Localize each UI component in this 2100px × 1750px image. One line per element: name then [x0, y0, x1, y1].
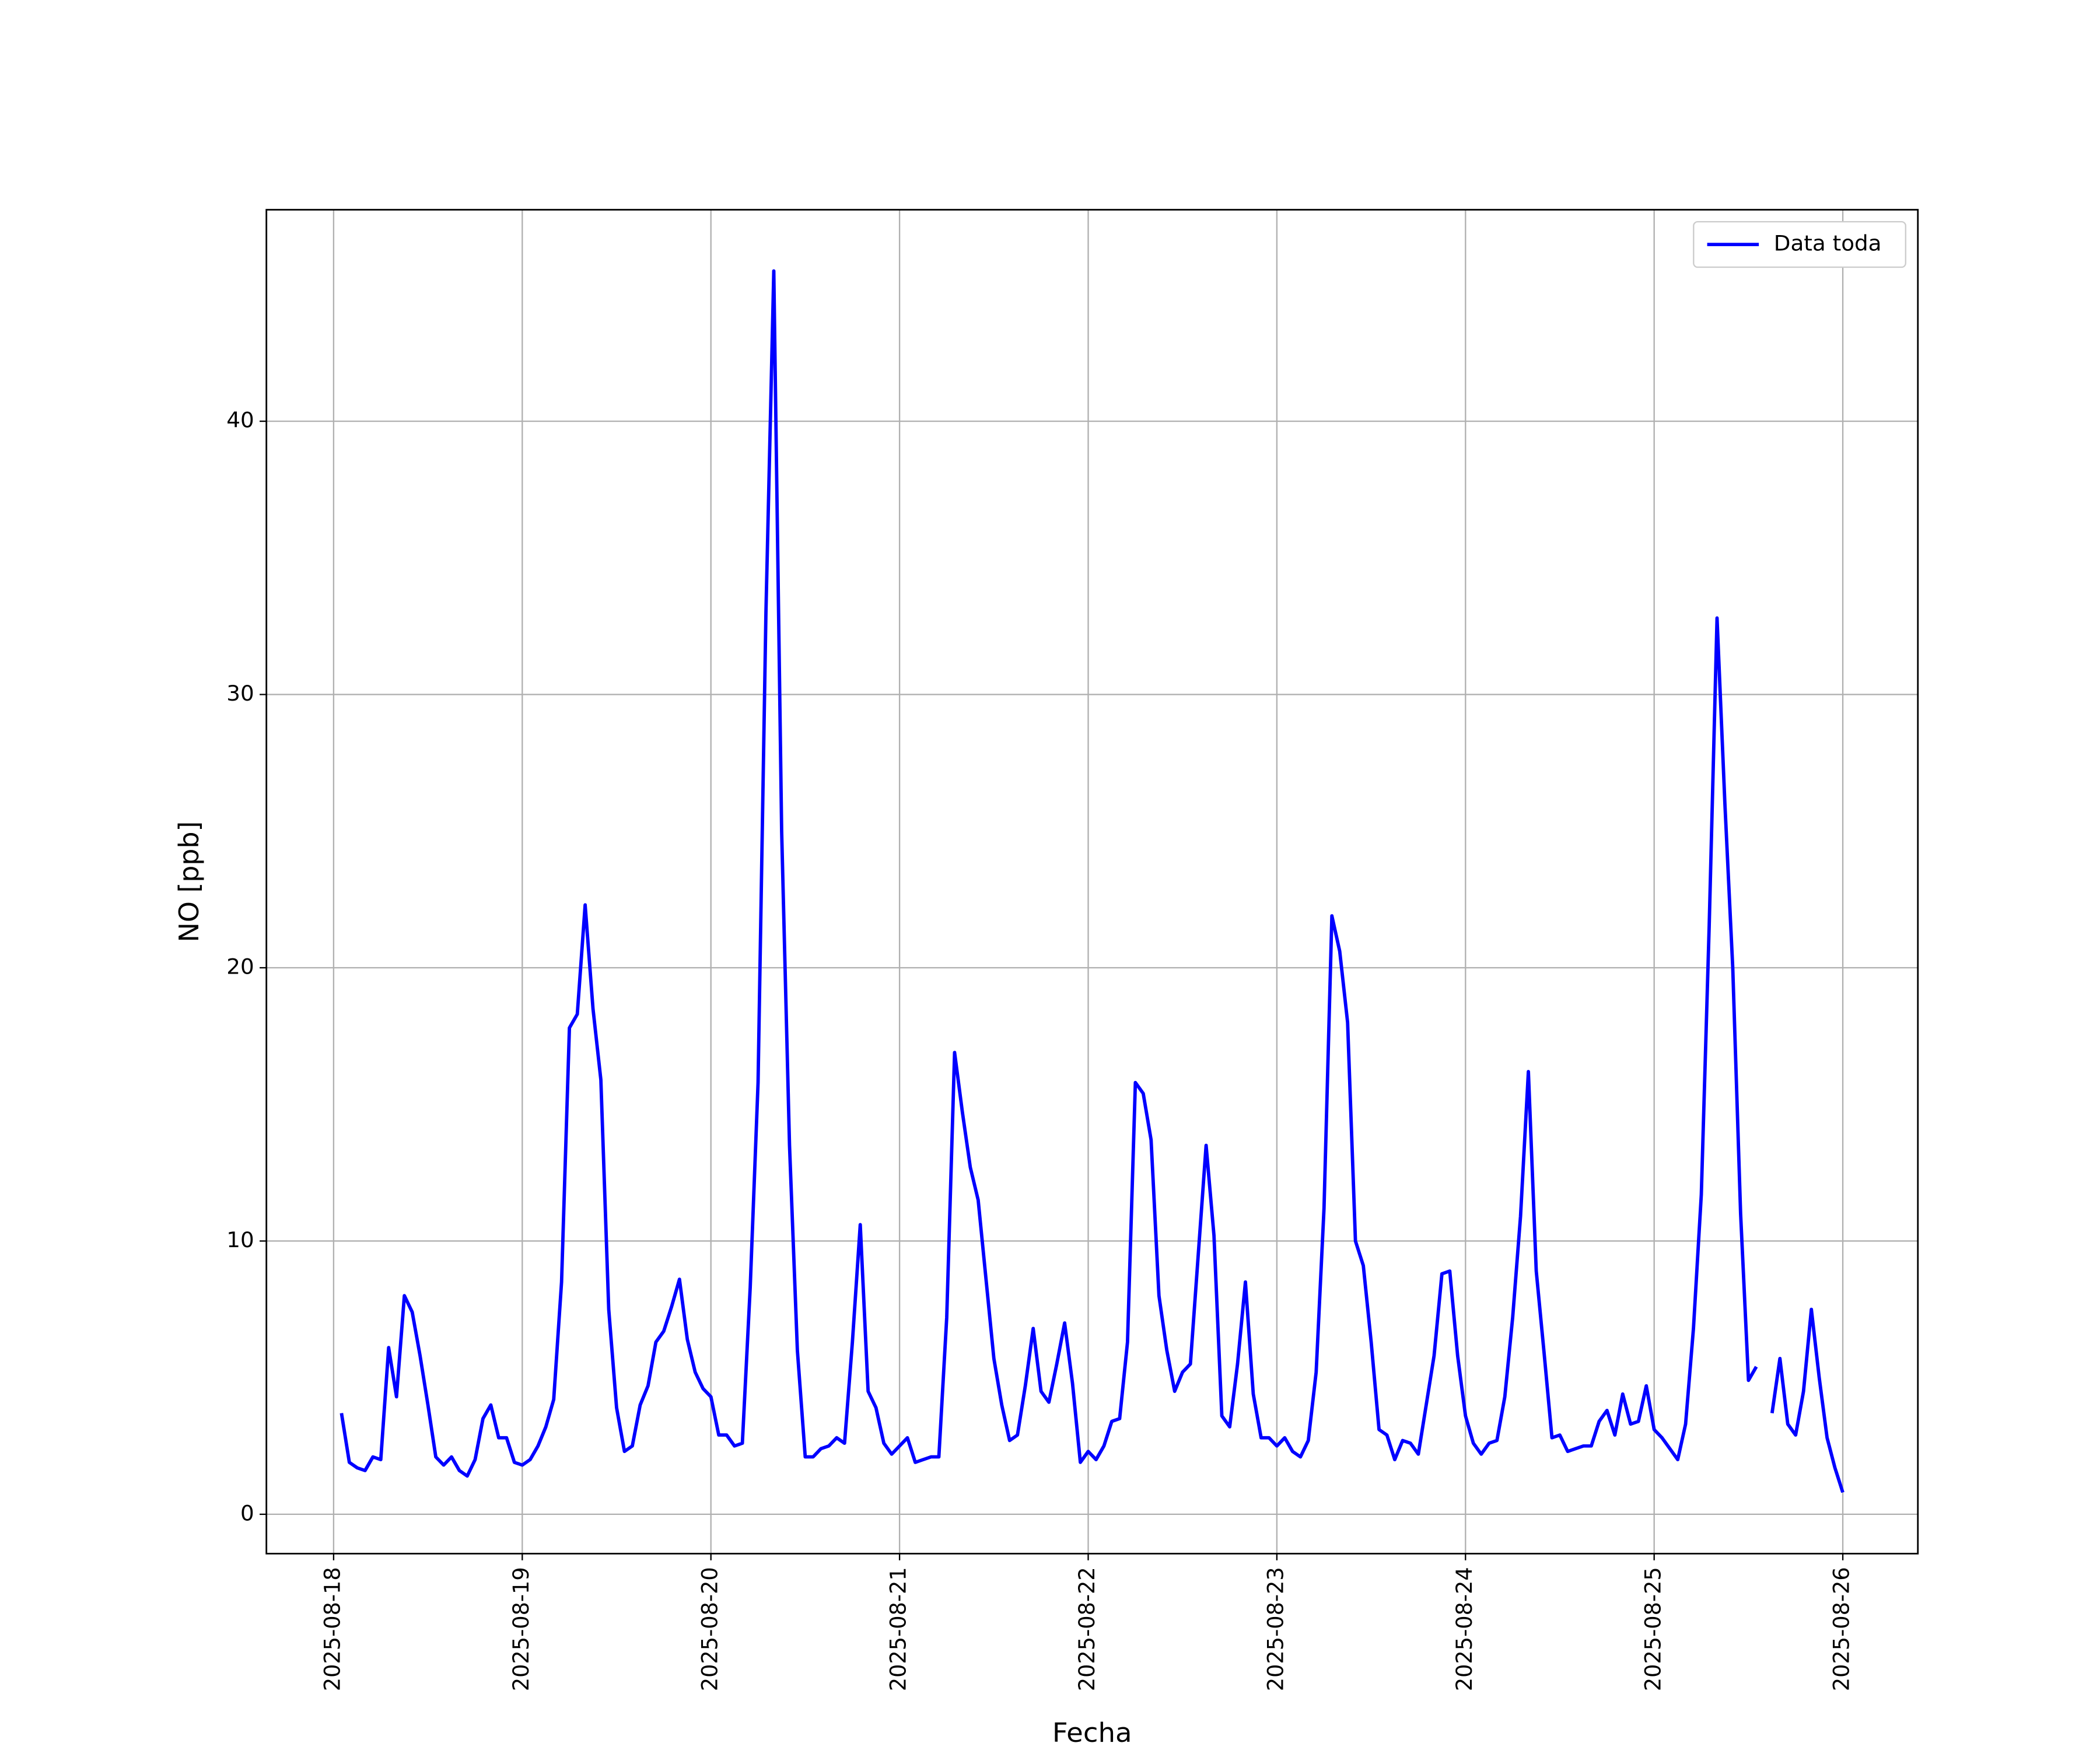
legend: Data toda [1693, 221, 1906, 268]
y-tick-label: 30 [226, 681, 254, 706]
y-tick-label: 40 [226, 408, 254, 433]
x-axis-label: Fecha [1052, 1717, 1132, 1749]
x-tick-label: 2025-08-21 [886, 1567, 911, 1691]
y-tick-label: 10 [226, 1227, 254, 1252]
y-tick-label: 0 [240, 1501, 254, 1526]
y-tick-label: 20 [226, 954, 254, 979]
legend-label: Data toda [1774, 231, 1882, 256]
plot-frame [265, 209, 1919, 1555]
x-tick-label: 2025-08-23 [1263, 1567, 1288, 1691]
legend-box [1693, 221, 1906, 268]
x-tick-label: 2025-08-20 [697, 1567, 722, 1691]
data-line [340, 269, 1845, 1493]
x-tick-label: 2025-08-18 [320, 1567, 345, 1691]
x-tick-label: 2025-08-24 [1452, 1567, 1477, 1691]
x-tick-label: 2025-08-25 [1640, 1567, 1665, 1691]
y-axis-label: NO [ppb] [173, 821, 205, 943]
x-tick-label: 2025-08-26 [1829, 1567, 1854, 1691]
x-tick-label: 2025-08-19 [509, 1567, 534, 1691]
x-tick-label: 2025-08-22 [1074, 1567, 1100, 1691]
